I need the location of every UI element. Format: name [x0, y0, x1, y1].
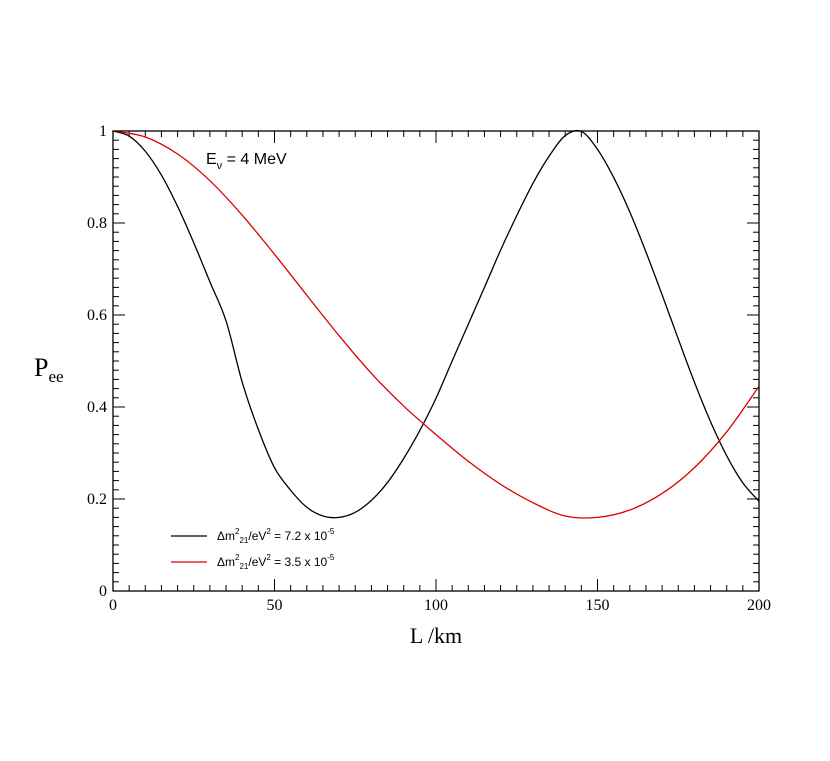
- oscillation-curves: [112, 129, 760, 519]
- legend: Δm221/eV2 = 7.2 x 10-5 Δm221/eV2 = 3.5 x…: [171, 527, 335, 571]
- x-axis-label: L /km: [410, 623, 462, 648]
- axis-ticks: [112, 130, 760, 592]
- energy-annotation-rest: = 4 MeV: [222, 151, 287, 168]
- series-2-line: [112, 130, 760, 519]
- legend-label-series-1: Δm221/eV2 = 7.2 x 10-5: [217, 527, 335, 545]
- legend-label-series-2: Δm221/eV2 = 3.5 x 10-5: [217, 553, 335, 571]
- energy-annotation-main: E: [206, 151, 217, 168]
- energy-annotation-sub: ν: [217, 160, 223, 172]
- x-tick-label: 100: [424, 597, 448, 614]
- y-tick-label: 1: [99, 123, 107, 140]
- y-tick-label: 0.8: [87, 215, 107, 232]
- y-tick-label: 0.2: [87, 491, 107, 508]
- x-tick-label: 50: [267, 597, 283, 614]
- energy-annotation: Eν = 4 MeV: [206, 151, 287, 172]
- y-axis-label-main: P: [34, 353, 48, 382]
- y-tick-label: 0: [99, 583, 107, 600]
- x-tick-labels: 0 50 100 150 200: [109, 597, 771, 614]
- y-tick-label: 0.4: [87, 399, 107, 416]
- y-axis-label: Pee: [34, 353, 64, 386]
- x-tick-label: 150: [586, 597, 610, 614]
- x-tick-label: 0: [109, 597, 117, 614]
- y-axis-label-sub: ee: [48, 367, 63, 386]
- series-1-line: [112, 129, 760, 519]
- x-tick-label: 200: [747, 597, 771, 614]
- plot-frame: [112, 130, 760, 592]
- y-tick-label: 0.6: [87, 307, 107, 324]
- y-tick-labels: 0 0.2 0.4 0.6 0.8 1: [87, 123, 107, 600]
